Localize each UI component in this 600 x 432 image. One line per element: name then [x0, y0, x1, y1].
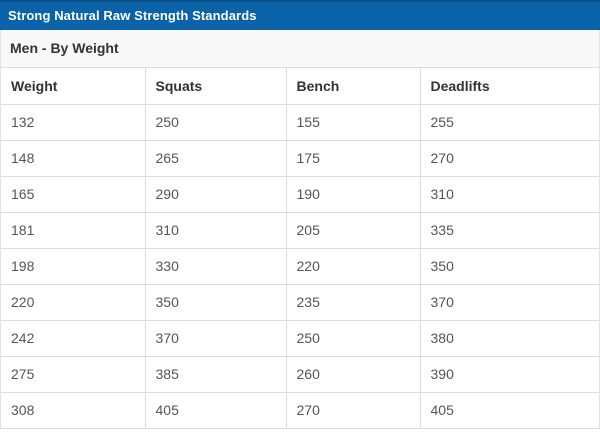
- table-row: 308 405 270 405: [1, 392, 599, 429]
- table-cell: 148: [1, 140, 145, 177]
- section-header-row: Men - By Weight: [1, 30, 599, 68]
- table-row: 132 250 155 255: [1, 104, 599, 141]
- table-cell: 220: [285, 248, 420, 285]
- table-row: 220 350 235 370: [1, 284, 599, 321]
- table-cell: 260: [285, 356, 420, 393]
- table-row: 275 385 260 390: [1, 356, 599, 393]
- table-cell: 132: [1, 104, 145, 141]
- table-row: 165 290 190 310: [1, 176, 599, 213]
- column-header-squats: Squats: [144, 68, 286, 105]
- table-header-row: Weight Squats Bench Deadlifts: [1, 68, 599, 105]
- table-cell: 310: [419, 176, 599, 213]
- table-cell: 390: [419, 356, 599, 393]
- table-cell: 198: [1, 248, 145, 285]
- table-cell: 335: [419, 212, 599, 249]
- table-cell: 255: [419, 104, 599, 141]
- widget-content: Men - By Weight Weight Squats Bench Deadlif…: [0, 30, 600, 429]
- column-header-deadlifts: Deadlifts: [419, 68, 599, 105]
- table-cell: 405: [419, 392, 599, 429]
- table-row: 181 310 205 335: [1, 212, 599, 249]
- strength-standards-table: Weight Squats Bench Deadlifts 132 250 155 255 1…: [1, 68, 599, 429]
- table-row: 198 330 220 350: [1, 248, 599, 285]
- section-header-label: Men - By Weight: [10, 40, 119, 56]
- table-cell: 165: [1, 176, 145, 213]
- widget-title: Strong Natural Raw Strength Standards: [8, 8, 257, 23]
- column-header-weight: Weight: [1, 68, 145, 105]
- column-header-bench: Bench: [285, 68, 420, 105]
- widget-title-bar: Strong Natural Raw Strength Standards: [0, 0, 600, 30]
- table-row: 148 265 175 270: [1, 140, 599, 177]
- table-row: 242 370 250 380: [1, 320, 599, 357]
- table-cell: 270: [419, 140, 599, 177]
- table-cell: 330: [144, 248, 286, 285]
- table-cell: 350: [144, 284, 286, 321]
- table-cell: 370: [144, 320, 286, 357]
- table-cell: 380: [419, 320, 599, 357]
- table-cell: 220: [1, 284, 145, 321]
- table-cell: 242: [1, 320, 145, 357]
- table-cell: 270: [285, 392, 420, 429]
- table-cell: 290: [144, 176, 286, 213]
- table-cell: 175: [285, 140, 420, 177]
- table-cell: 265: [144, 140, 286, 177]
- table-cell: 275: [1, 356, 145, 393]
- table-cell: 181: [1, 212, 145, 249]
- table-cell: 385: [144, 356, 286, 393]
- table-cell: 235: [285, 284, 420, 321]
- table-cell: 205: [285, 212, 420, 249]
- table-cell: 190: [285, 176, 420, 213]
- table-cell: 250: [144, 104, 286, 141]
- table-cell: 405: [144, 392, 286, 429]
- table-cell: 250: [285, 320, 420, 357]
- table-cell: 310: [144, 212, 286, 249]
- table-cell: 155: [285, 104, 420, 141]
- table-cell: 370: [419, 284, 599, 321]
- table-cell: 350: [419, 248, 599, 285]
- table-cell: 308: [1, 392, 145, 429]
